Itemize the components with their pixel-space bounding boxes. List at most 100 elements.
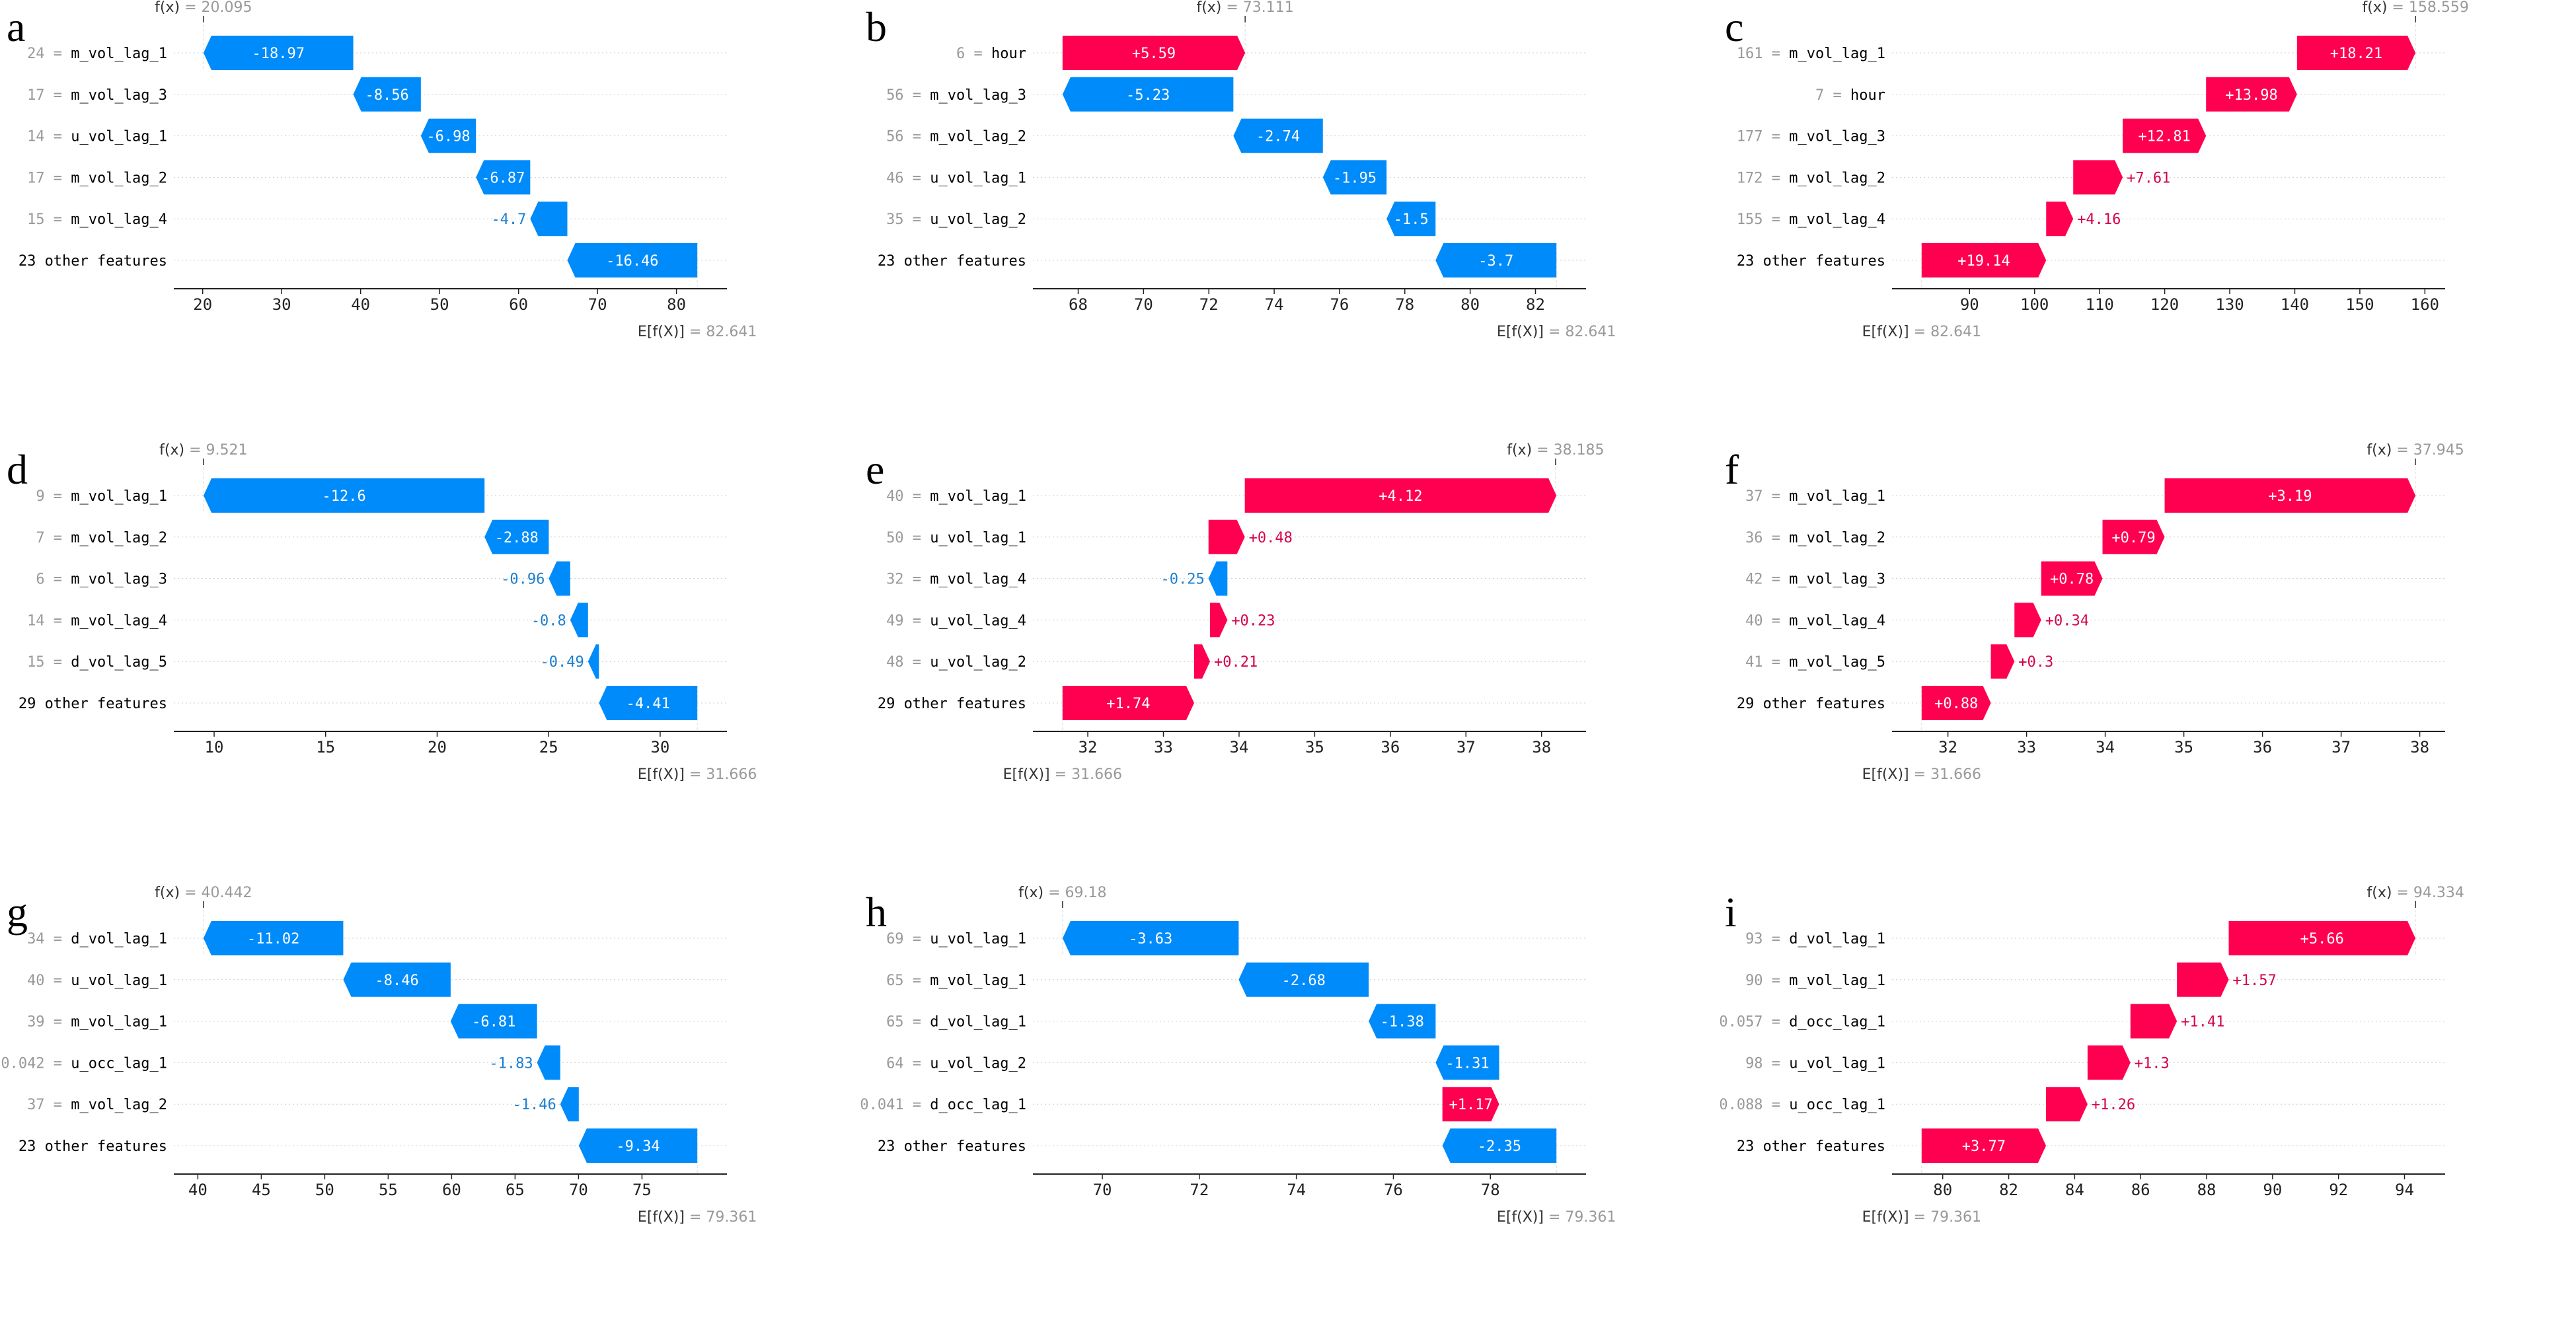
feature-value: 0.088 =	[1719, 1097, 1789, 1113]
feature-label: 29 other features	[878, 696, 1026, 712]
bar-negative	[537, 1045, 560, 1080]
bar-positive	[1244, 478, 1557, 513]
feature-label: 37 = m_vol_lag_1	[1745, 488, 1885, 505]
feature-name: m_vol_lag_1	[71, 46, 167, 62]
feature-label: 0.041 = d_occ_lag_1	[860, 1097, 1026, 1113]
fx-value: = 158.559	[2387, 0, 2468, 16]
x-tick-label: 75	[632, 1181, 652, 1199]
feature-value: 15 =	[27, 211, 71, 228]
bar-positive	[1921, 243, 2047, 277]
panel-letter: a	[7, 3, 25, 50]
bar-negative	[203, 921, 344, 955]
feature-value: 9 =	[36, 488, 71, 505]
bar-value-label: -6.98	[426, 129, 470, 145]
feature-name: u_vol_lag_1	[930, 931, 1026, 947]
feature-value: 40 =	[1745, 612, 1789, 629]
bar-negative	[353, 77, 421, 112]
x-tick-label: 110	[2085, 295, 2113, 314]
x-tick-label: 94	[2395, 1181, 2414, 1199]
feature-label: 6 = m_vol_lag_3	[36, 572, 167, 588]
waterfall-panel-d: d f(x) = 9.521 E[f(X)] = 31.666 -12.6 9 = m_…	[7, 443, 757, 783]
feature-name: m_vol_lag_1	[930, 488, 1026, 505]
bar-value-label: -12.6	[322, 488, 365, 505]
bar-value-label: -2.68	[1282, 973, 1326, 989]
waterfall-panel-f: f f(x) = 37.945 E[f(X)] = 31.666 +3.19 37 = …	[1725, 443, 2464, 783]
feature-name: u_vol_lag_2	[930, 211, 1026, 228]
x-tick-label: 92	[2329, 1181, 2348, 1199]
bar-value-label: -6.81	[472, 1014, 515, 1031]
feature-value: 35 =	[886, 211, 930, 228]
bar-value-label: -1.83	[489, 1055, 533, 1072]
fx-label: f(x)	[155, 0, 180, 16]
waterfall-panel-h: h f(x) = 69.18 E[f(X)] = 79.361 -3.63 69 = u…	[860, 885, 1616, 1226]
fx-label: f(x)	[159, 443, 184, 459]
x-tick-label: 37	[2331, 738, 2351, 756]
bar-positive	[1193, 644, 1211, 679]
feature-value: 14 =	[27, 612, 71, 629]
feature-name: m_vol_lag_1	[1789, 488, 1885, 505]
expected-value-annotation: E[f(X)] = 31.666	[638, 766, 757, 783]
bar-negative	[1369, 1004, 1436, 1039]
bar-value-label: +0.21	[1214, 654, 1258, 671]
bar-negative	[1062, 77, 1234, 112]
fx-annotation: f(x) = 73.111	[1196, 0, 1293, 16]
feature-name: m_vol_lag_4	[1789, 612, 1885, 629]
feature-value: 93 =	[1745, 931, 1789, 947]
feature-label: 0.057 = d_occ_lag_1	[1719, 1014, 1885, 1031]
x-tick-label: 36	[1381, 738, 1400, 756]
x-tick-label: 33	[2017, 738, 2036, 756]
feature-name: m_vol_lag_5	[1789, 654, 1885, 671]
ex-value: = 82.641	[1909, 324, 1981, 340]
feature-value: 49 =	[886, 612, 930, 629]
feature-value: 6 =	[956, 46, 991, 62]
waterfall-panel-g: g f(x) = 40.442 E[f(X)] = 79.361 -11.02 34 =…	[1, 885, 757, 1226]
feature-value: 40 =	[27, 973, 71, 989]
x-tick-label: 40	[351, 295, 370, 314]
bar-negative	[560, 1087, 579, 1122]
x-tick-label: 70	[569, 1181, 588, 1199]
feature-name: 29 other features	[19, 696, 167, 712]
feature-name: m_vol_lag_1	[71, 488, 167, 505]
feature-label: 155 = m_vol_lag_4	[1737, 211, 1885, 228]
x-tick-label: 32	[1079, 738, 1098, 756]
x-tick-label: 50	[315, 1181, 334, 1199]
bar-positive	[1442, 1087, 1499, 1122]
x-tick-label: 30	[272, 295, 291, 314]
bar-value-label: -8.46	[375, 973, 419, 989]
bar-positive	[2206, 77, 2297, 112]
bar-positive	[2228, 921, 2416, 955]
x-tick-label: 40	[188, 1181, 208, 1199]
bar-negative	[343, 962, 451, 997]
fx-label: f(x)	[1018, 885, 1043, 901]
x-tick-label: 150	[2345, 295, 2374, 314]
bar-negative	[1435, 1045, 1499, 1080]
feature-value: 0.057 =	[1719, 1014, 1789, 1031]
fx-annotation: f(x) = 37.945	[2367, 443, 2464, 459]
x-tick-label: 60	[442, 1181, 461, 1199]
x-tick-label: 78	[1395, 295, 1414, 314]
feature-name: u_vol_lag_4	[930, 612, 1026, 629]
feature-value: 41 =	[1745, 654, 1789, 671]
feature-value: 177 =	[1737, 129, 1789, 145]
feature-name: m_vol_lag_1	[1789, 973, 1885, 989]
feature-name: m_vol_lag_2	[1789, 170, 1885, 186]
feature-label: 35 = u_vol_lag_2	[886, 211, 1026, 228]
bar-value-label: +5.66	[2300, 931, 2344, 947]
bar-value-label: -2.74	[1256, 129, 1300, 145]
bar-negative	[599, 686, 698, 720]
bar-negative	[420, 118, 476, 153]
fx-label: f(x)	[1196, 0, 1221, 16]
panel-letter: d	[7, 446, 28, 493]
x-tick-label: 70	[588, 295, 607, 314]
panel-letter: g	[7, 889, 28, 936]
x-tick-label: 130	[2215, 295, 2244, 314]
bar-value-label: -6.87	[481, 170, 525, 186]
bar-value-label: +1.3	[2135, 1055, 2170, 1072]
bar-positive	[1210, 603, 1228, 638]
feature-value: 7 =	[36, 530, 71, 546]
x-tick-label: 82	[1999, 1181, 2018, 1199]
x-tick-label: 34	[1229, 738, 1248, 756]
ex-value: = 79.361	[1909, 1209, 1981, 1226]
bar-positive	[2177, 962, 2229, 997]
ex-label: E[f(X)]	[1862, 766, 1909, 783]
